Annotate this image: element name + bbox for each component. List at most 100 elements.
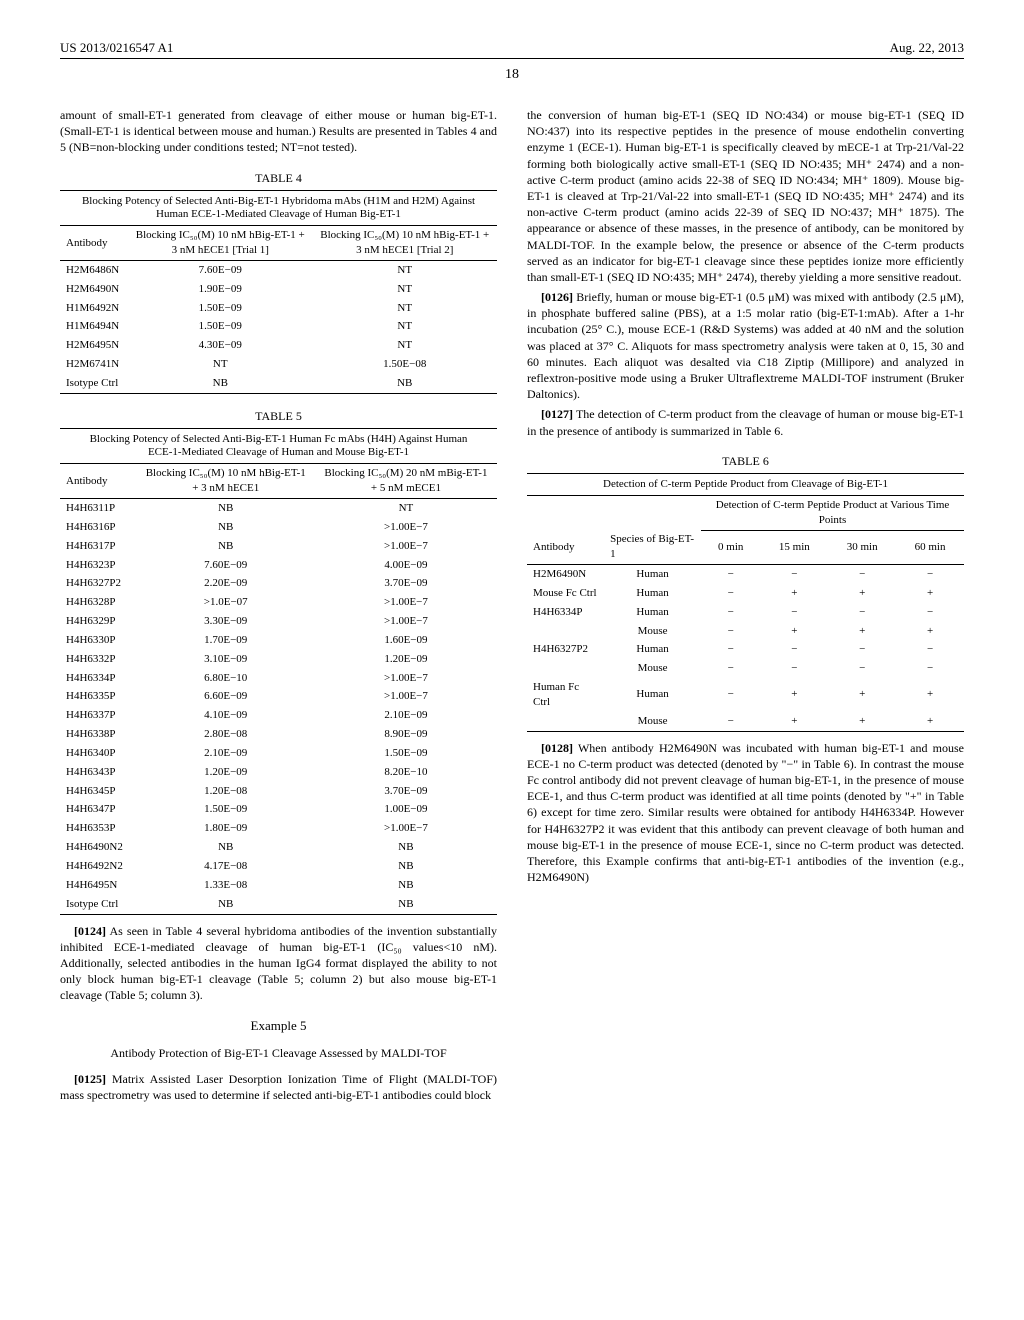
p0124: [0124] As seen in Table 4 several hybrid… <box>60 923 497 1004</box>
table-row: H2M6495N4.30E−09NT <box>60 336 497 355</box>
table-cell: 1.60E−09 <box>315 631 497 650</box>
table-cell: NT <box>313 299 498 318</box>
t5-h1: Antibody <box>60 464 137 499</box>
table-cell: NB <box>315 857 497 876</box>
table-cell: H4H6334P <box>527 603 604 622</box>
table-cell: 2.20E−09 <box>137 574 315 593</box>
p0126-num: [0126] <box>541 290 573 304</box>
table-cell: 6.80E−10 <box>137 669 315 688</box>
table-cell: + <box>760 622 828 641</box>
table-cell: + <box>896 622 964 641</box>
table-cell: − <box>701 622 760 641</box>
table-cell: − <box>701 659 760 678</box>
table-cell: NB <box>137 895 315 914</box>
table-cell: NB <box>137 838 315 857</box>
table-cell: + <box>760 678 828 712</box>
p0124-num: [0124] <box>74 924 106 938</box>
table-row: H2M6741NNT1.50E−08 <box>60 355 497 374</box>
table-cell: >1.00E−7 <box>315 537 497 556</box>
p0128: [0128] When antibody H2M6490N was incuba… <box>527 740 964 886</box>
p0128-text: When antibody H2M6490N was incubated wit… <box>527 741 964 885</box>
table-cell <box>527 622 604 641</box>
table-cell: 1.20E−08 <box>137 782 315 801</box>
table-cell: H4H6335P <box>60 687 137 706</box>
table-cell: H2M6490N <box>527 565 604 584</box>
table-cell: H2M6495N <box>60 336 128 355</box>
table-cell: − <box>701 603 760 622</box>
t4-h2: Blocking IC₅₀(M) 10 nM hBig-ET-1 + 3 nM … <box>128 226 312 261</box>
table-cell: Human Fc Ctrl <box>527 678 604 712</box>
table-cell: − <box>760 640 828 659</box>
table-cell: Isotype Ctrl <box>60 374 128 393</box>
table-cell: 3.70E−09 <box>315 782 497 801</box>
table-row: H4H6337P4.10E−092.10E−09 <box>60 706 497 725</box>
table-cell: H4H6330P <box>60 631 137 650</box>
table-cell: 7.60E−09 <box>137 556 315 575</box>
table-row: H2M6486N7.60E−09NT <box>60 260 497 279</box>
table-cell: 1.70E−09 <box>137 631 315 650</box>
table-cell: 1.20E−09 <box>137 763 315 782</box>
table-cell: H4H6316P <box>60 518 137 537</box>
table-cell: − <box>828 603 896 622</box>
table-cell: − <box>828 565 896 584</box>
table-row: H4H6347P1.50E−091.00E−09 <box>60 800 497 819</box>
table-cell: H2M6490N <box>60 280 128 299</box>
t6-h5: 30 min <box>828 530 896 564</box>
table-cell: H4H6311P <box>60 498 137 517</box>
table-row: H4H6345P1.20E−083.70E−09 <box>60 782 497 801</box>
table-cell: >1.00E−7 <box>315 593 497 612</box>
table-cell: H4H6492N2 <box>60 857 137 876</box>
table5: Blocking Potency of Selected Anti-Big-ET… <box>60 428 497 915</box>
table-cell: 4.17E−08 <box>137 857 315 876</box>
table-cell: Mouse <box>604 622 701 641</box>
table-row: H4H6492N24.17E−08NB <box>60 857 497 876</box>
table-cell: 1.90E−09 <box>128 280 312 299</box>
table-cell: H4H6353P <box>60 819 137 838</box>
table-cell: Mouse Fc Ctrl <box>527 584 604 603</box>
table-row: Isotype CtrlNBNB <box>60 374 497 393</box>
table-row: Human Fc CtrlHuman−+++ <box>527 678 964 712</box>
table-cell: 2.10E−09 <box>137 744 315 763</box>
p0127: [0127] The detection of C-term product f… <box>527 406 964 438</box>
table-cell: 1.33E−08 <box>137 876 315 895</box>
page-number: 18 <box>60 67 964 83</box>
table-cell: NT <box>313 317 498 336</box>
table-cell: H4H6345P <box>60 782 137 801</box>
table-cell: NT <box>315 498 497 517</box>
table-row: H4H6327P22.20E−093.70E−09 <box>60 574 497 593</box>
t6-h6: 60 min <box>896 530 964 564</box>
example-title: Antibody Protection of Big-ET-1 Cleavage… <box>60 1045 497 1061</box>
right-column: the conversion of human big-ET-1 (SEQ ID… <box>527 103 964 1108</box>
table4: Blocking Potency of Selected Anti-Big-ET… <box>60 190 497 394</box>
table-cell: + <box>896 584 964 603</box>
table-row: H2M6490NHuman−−−− <box>527 565 964 584</box>
table-row: H1M6492N1.50E−09NT <box>60 299 497 318</box>
table-cell: − <box>760 565 828 584</box>
table4-caption: Blocking Potency of Selected Anti-Big-ET… <box>60 190 497 225</box>
table-cell: >1.00E−7 <box>315 819 497 838</box>
table-row: H4H6329P3.30E−09>1.00E−7 <box>60 612 497 631</box>
table-cell: 3.10E−09 <box>137 650 315 669</box>
table-cell: NB <box>137 518 315 537</box>
table-row: H1M6494N1.50E−09NT <box>60 317 497 336</box>
table-cell: H2M6486N <box>60 260 128 279</box>
table-cell: − <box>760 659 828 678</box>
table-cell: Human <box>604 565 701 584</box>
table-cell: + <box>896 678 964 712</box>
table-cell: − <box>828 659 896 678</box>
table-cell: H4H6327P2 <box>60 574 137 593</box>
table-cell <box>527 659 604 678</box>
table-row: H4H6340P2.10E−091.50E−09 <box>60 744 497 763</box>
table-cell: − <box>701 678 760 712</box>
table-cell: NB <box>137 537 315 556</box>
table-row: H4H6311PNBNT <box>60 498 497 517</box>
table-cell: H4H6337P <box>60 706 137 725</box>
table-cell: 1.50E−09 <box>128 317 312 336</box>
doc-date: Aug. 22, 2013 <box>890 40 964 56</box>
table-cell: Mouse <box>604 712 701 731</box>
table-cell: H4H6334P <box>60 669 137 688</box>
intro-text: amount of small-ET-1 generated from clea… <box>60 107 497 156</box>
table-row: Mouse−+++ <box>527 622 964 641</box>
t4-h3: Blocking IC₅₀(M) 10 nM hBig-ET-1 + 3 nM … <box>313 226 498 261</box>
table-row: H4H6334P6.80E−10>1.00E−7 <box>60 669 497 688</box>
